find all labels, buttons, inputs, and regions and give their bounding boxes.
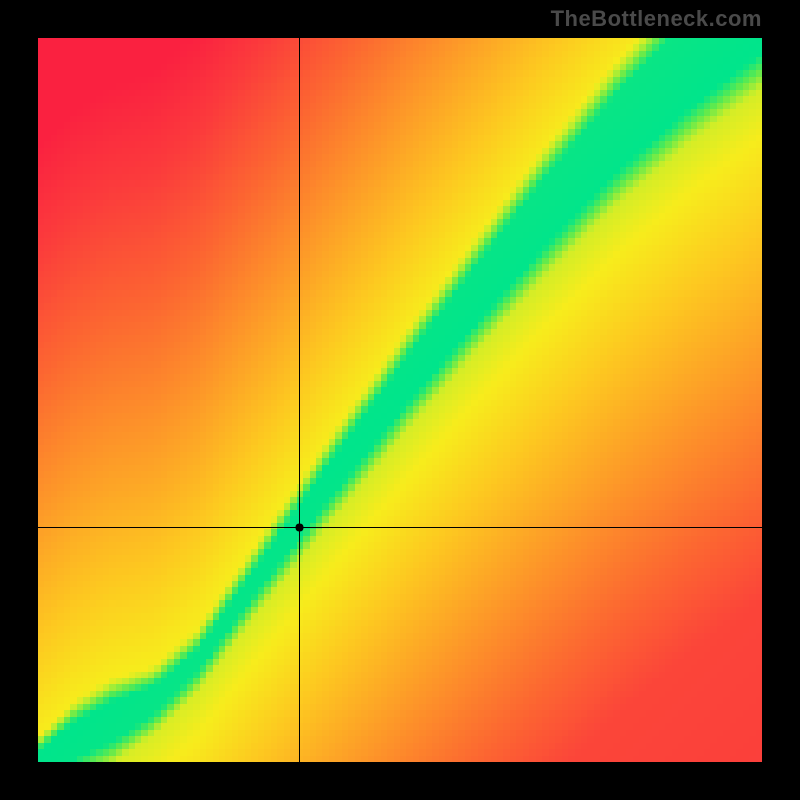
chart-container: TheBottleneck.com xyxy=(0,0,800,800)
heatmap-canvas xyxy=(38,38,762,762)
watermark-text: TheBottleneck.com xyxy=(551,6,762,32)
plot-area xyxy=(38,38,762,762)
